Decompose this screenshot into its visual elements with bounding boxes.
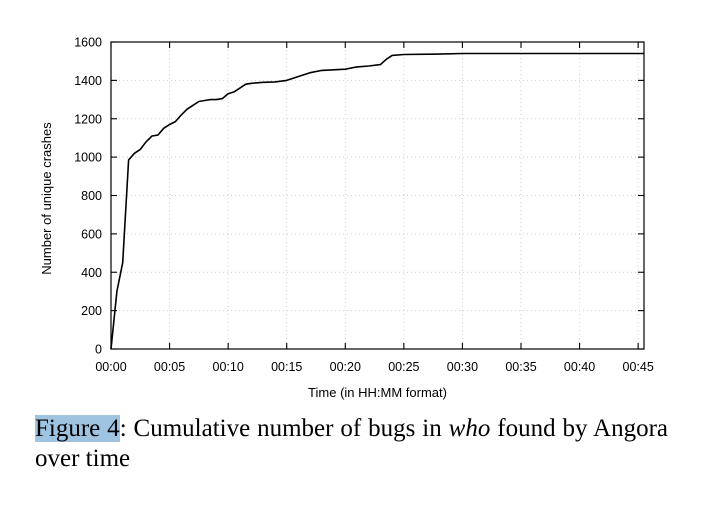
figure-caption: Figure 4: Cumulative number of bugs in w… [35,414,668,474]
x-tick-label: 00:35 [505,360,536,374]
y-tick-label: 800 [81,189,102,203]
grid-lines [111,42,644,349]
y-tick-labels: 0 200 400 600 800 1000 1200 1400 1600 [74,36,102,357]
x-tick-label: 00:00 [95,360,126,374]
y-tick-label: 1200 [74,112,102,126]
x-axis-title: Time (in HH:MM format) [308,385,447,400]
y-tick-label: 400 [81,266,102,280]
y-tick-label: 1400 [74,74,102,88]
plot-frame [110,41,645,350]
caption-emphasis: who [448,415,491,442]
y-tick-label: 0 [95,343,102,357]
y-tick-label: 200 [81,304,102,318]
caption-text: : Cumulative number of bugs in [119,415,449,442]
x-tick-label: 00:10 [213,360,244,374]
x-tick-labels: 00:00 00:05 00:10 00:15 00:20 00:25 00:30 00:35… [95,360,653,374]
y-axis-title: Number of unique crashes [39,122,54,275]
series-line [110,52,644,350]
line-chart: 00:00 00:05 00:10 00:15 00:20 00:25 00:30 00:35… [39,36,654,401]
y-tick-label: 1600 [74,36,102,50]
caption-text-end: found by Angora over time [35,415,668,472]
x-tick-label: 00:45 [623,360,654,374]
y-tick-label: 1000 [74,151,102,165]
x-tick-label: 00:30 [447,360,478,374]
axis-ticks [110,41,644,350]
x-tick-label: 00:15 [271,360,302,374]
x-tick-label: 00:40 [564,360,595,374]
x-tick-label: 00:25 [388,360,419,374]
x-tick-label: 00:20 [330,360,361,374]
figure-label: Figure 4 [35,415,120,442]
y-tick-label: 600 [81,227,102,241]
x-tick-label: 00:05 [154,360,185,374]
